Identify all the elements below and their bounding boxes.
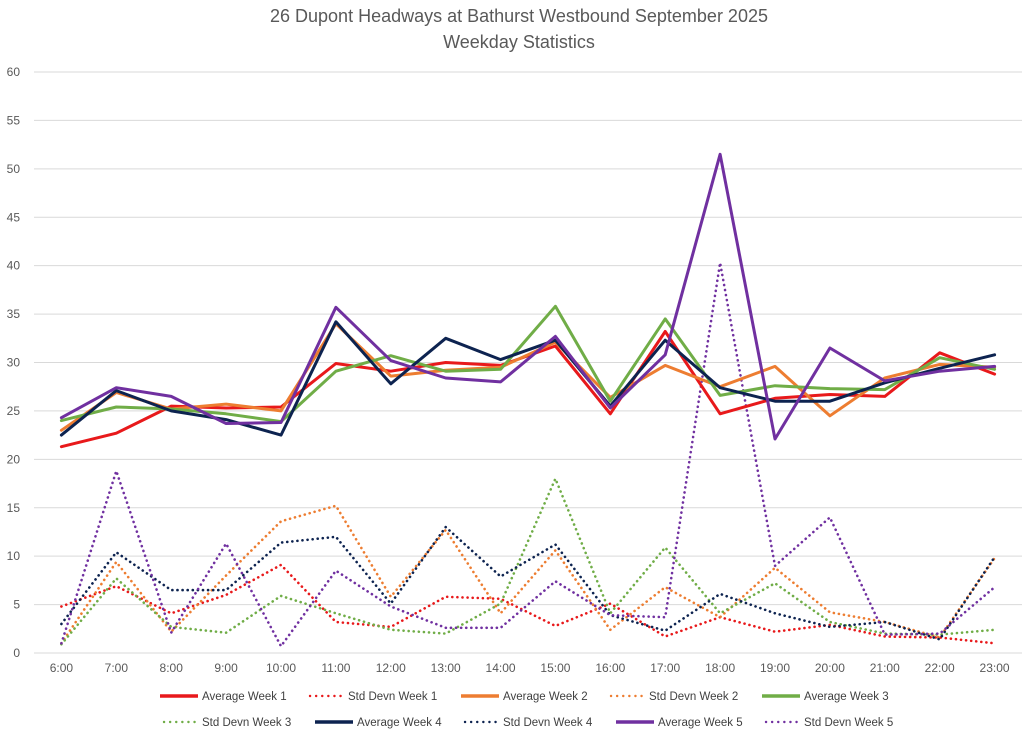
x-tick-label: 15:00 xyxy=(540,661,570,675)
x-tick-label: 20:00 xyxy=(815,661,845,675)
legend-label: Average Week 5 xyxy=(658,717,743,729)
y-tick-label: 45 xyxy=(7,210,21,224)
x-tick-label: 11:00 xyxy=(321,661,350,675)
series-line-average-week-2 xyxy=(59,322,997,432)
series-line-std-devn-week-2 xyxy=(60,504,996,645)
legend-label: Std Devn Week 4 xyxy=(503,717,593,729)
series-line-average-week-5 xyxy=(59,152,997,441)
legend-item-average-week-5: Average Week 5 xyxy=(616,717,743,729)
x-tick-label: 7:00 xyxy=(105,661,129,675)
x-tick-label: 10:00 xyxy=(266,661,296,675)
y-tick-label: 5 xyxy=(13,598,20,612)
x-tick-label: 13:00 xyxy=(431,661,461,675)
legend-label: Average Week 3 xyxy=(804,691,889,703)
x-tick-label: 16:00 xyxy=(595,661,625,675)
x-tick-label: 17:00 xyxy=(650,661,680,675)
legend-item-average-week-4: Average Week 4 xyxy=(315,717,442,729)
y-tick-label: 60 xyxy=(7,65,21,79)
x-tick-label: 8:00 xyxy=(160,661,184,675)
series-line-average-week-3 xyxy=(59,304,997,424)
x-tick-label: 9:00 xyxy=(214,661,238,675)
x-tick-label: 21:00 xyxy=(870,661,900,675)
legend-label: Std Devn Week 1 xyxy=(348,691,437,703)
y-tick-label: 30 xyxy=(7,356,21,370)
x-tick-label: 12:00 xyxy=(376,661,406,675)
y-tick-label: 55 xyxy=(7,113,21,127)
legend-label: Average Week 1 xyxy=(202,691,287,703)
y-tick-label: 20 xyxy=(7,452,21,466)
y-tick-label: 10 xyxy=(7,549,21,563)
series-line-std-devn-week-4 xyxy=(60,525,996,641)
x-tick-label: 14:00 xyxy=(486,661,516,675)
y-tick-label: 25 xyxy=(7,404,21,418)
y-tick-label: 50 xyxy=(7,162,21,176)
plot-area xyxy=(59,152,997,648)
legend-label: Average Week 4 xyxy=(357,717,442,729)
y-tick-label: 0 xyxy=(13,646,20,660)
legend-item-std-devn-week-4: Std Devn Week 4 xyxy=(463,717,593,729)
x-axis: 6:00 7:00 8:00 9:00 10:00 11:00 12:00 13:00 14:0… xyxy=(50,661,1010,675)
legend-label: Std Devn Week 2 xyxy=(649,691,738,703)
legend-item-std-devn-week-5: Std Devn Week 5 xyxy=(764,717,893,729)
x-tick-label: 6:00 xyxy=(50,661,74,675)
x-tick-label: 23:00 xyxy=(980,661,1010,675)
y-tick-label: 35 xyxy=(7,307,21,321)
legend-label: Average Week 2 xyxy=(503,691,588,703)
legend-item-average-week-3: Average Week 3 xyxy=(762,691,889,703)
x-tick-label: 18:00 xyxy=(705,661,735,675)
gridlines xyxy=(34,71,1022,654)
legend: Average Week 1 Std Devn Week 1 Average Wee… xyxy=(160,691,893,729)
legend-item-std-devn-week-1: Std Devn Week 1 xyxy=(308,691,437,703)
series-line-std-devn-week-5 xyxy=(60,261,996,648)
legend-item-std-devn-week-3: Std Devn Week 3 xyxy=(162,717,291,729)
y-tick-label: 40 xyxy=(7,259,21,273)
legend-item-average-week-2: Average Week 2 xyxy=(461,691,588,703)
y-axis: 0 5 10 15 20 25 30 35 40 45 50 55 60 xyxy=(7,65,21,660)
y-tick-label: 15 xyxy=(7,501,21,515)
x-tick-label: 19:00 xyxy=(760,661,790,675)
chart-subtitle: Weekday Statistics xyxy=(443,32,595,52)
legend-item-average-week-1: Average Week 1 xyxy=(160,691,287,703)
legend-item-std-devn-week-2: Std Devn Week 2 xyxy=(609,691,738,703)
x-tick-label: 22:00 xyxy=(925,661,955,675)
legend-label: Std Devn Week 5 xyxy=(804,717,893,729)
chart-title: 26 Dupont Headways at Bathurst Westbound… xyxy=(270,6,768,26)
legend-label: Std Devn Week 3 xyxy=(202,717,291,729)
series-line-std-devn-week-3 xyxy=(60,477,996,646)
